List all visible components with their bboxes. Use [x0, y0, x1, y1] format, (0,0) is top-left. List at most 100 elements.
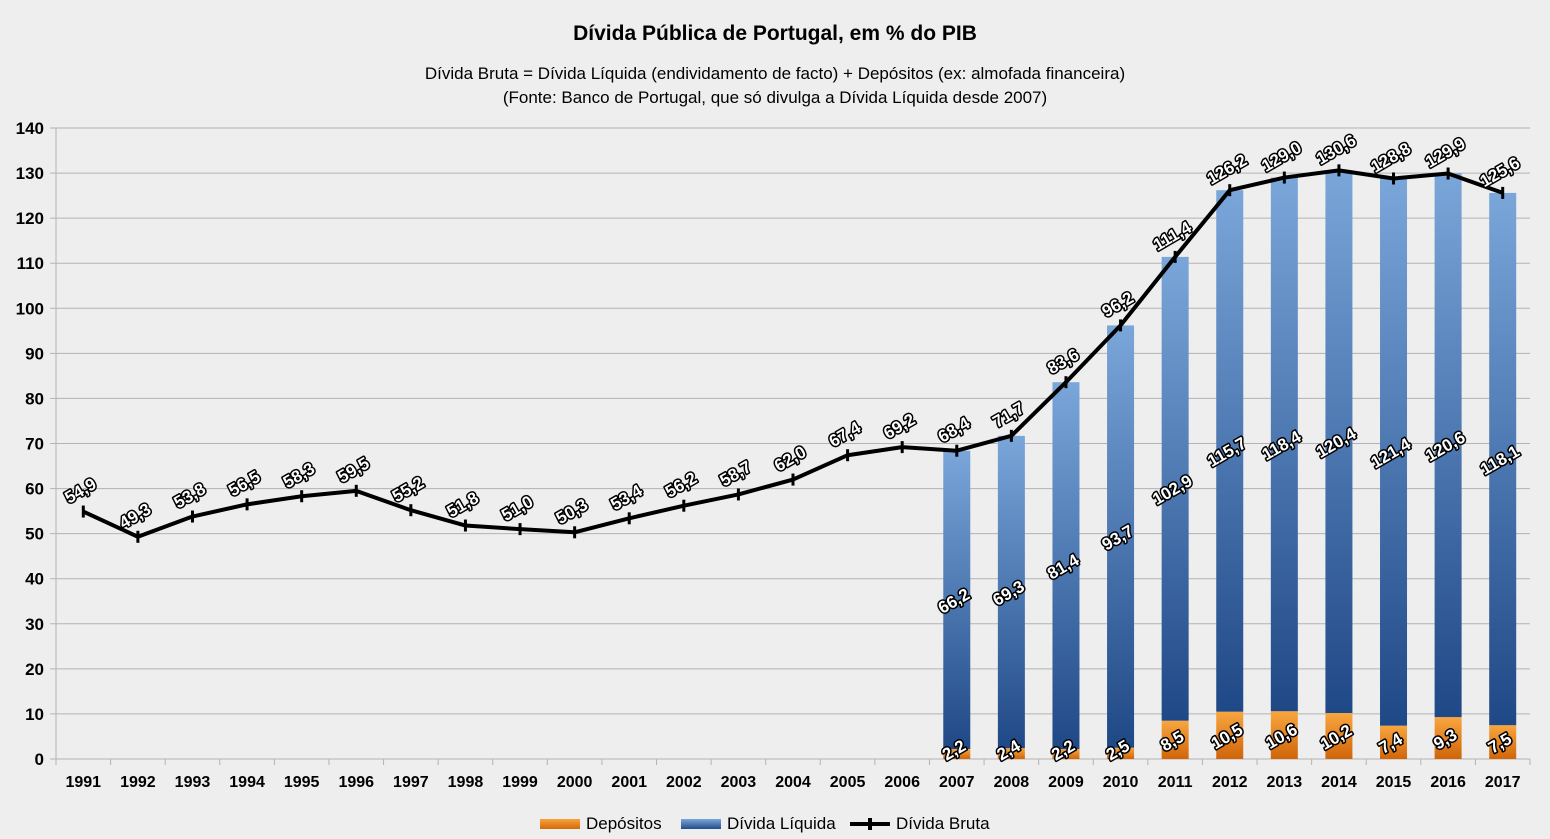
bar-divida-liquida-2012 [1216, 190, 1244, 712]
data-label-divida-bruta-2012: 126,2 [1204, 151, 1250, 189]
xtick-label-1994: 1994 [229, 774, 265, 791]
ytick-label-0: 0 [35, 750, 44, 769]
xtick-label-1991: 1991 [65, 774, 101, 791]
ytick-label-140: 140 [16, 119, 44, 138]
xtick-label-2004: 2004 [775, 774, 811, 791]
bar-divida-liquida-2010 [1107, 325, 1135, 748]
legend-item-divida-liquida: Dívida Líquida [681, 814, 836, 834]
data-label-divida-bruta-1992: 49,3 [116, 500, 154, 533]
bar-divida-liquida-2007 [943, 450, 971, 750]
data-label-divida-bruta-2003: 58,7 [717, 457, 755, 490]
bar-divida-liquida-2015 [1380, 178, 1408, 726]
xtick-label-2010: 2010 [1103, 774, 1139, 791]
bar-depositos-2012 [1216, 711, 1244, 759]
ytick-label-110: 110 [17, 254, 44, 273]
xtick-label-2009: 2009 [1048, 774, 1084, 791]
data-label-divida-bruta-1996: 59,5 [334, 454, 372, 487]
data-label-divida-bruta-2017: 125,6 [1477, 153, 1523, 191]
bar-depositos-2011 [1161, 720, 1189, 759]
bar-divida-liquida-2013 [1270, 177, 1298, 712]
xtick-label-2013: 2013 [1267, 774, 1303, 791]
data-label-divida-bruta-2011: 111,4 [1150, 217, 1195, 254]
data-label-divida-bruta-2013: 129,0 [1258, 138, 1304, 176]
data-label-divida-bruta-1995: 58,3 [280, 459, 318, 492]
data-label-divida-bruta-2007: 68,4 [935, 413, 974, 446]
xtick-label-2002: 2002 [666, 774, 702, 791]
legend-swatch-divida-liquida [681, 819, 721, 829]
xtick-label-1996: 1996 [338, 774, 374, 791]
xtick-label-2017: 2017 [1485, 774, 1521, 791]
ytick-label-70: 70 [25, 435, 44, 454]
data-label-divida-bruta-2014: 130,6 [1313, 131, 1359, 169]
xtick-label-2015: 2015 [1376, 774, 1412, 791]
bar-divida-liquida-2009 [1052, 382, 1080, 750]
legend-label-divida-liquida: Dívida Líquida [727, 814, 836, 833]
ytick-label-100: 100 [16, 299, 44, 318]
legend-swatch-divida-bruta [850, 818, 890, 830]
bar-divida-liquida-2017 [1489, 192, 1517, 726]
xtick-label-2007: 2007 [939, 774, 975, 791]
data-label-divida-bruta-2015: 128,8 [1368, 139, 1414, 177]
data-label-divida-bruta-1997: 55,2 [389, 473, 427, 506]
xtick-label-1997: 1997 [393, 774, 429, 791]
xtick-label-2000: 2000 [557, 774, 593, 791]
xtick-label-2012: 2012 [1212, 774, 1248, 791]
bar-depositos-2007 [943, 749, 971, 759]
bar-depositos-2014 [1325, 713, 1353, 759]
data-label-divida-bruta-2004: 62,0 [771, 442, 809, 475]
xtick-label-1999: 1999 [502, 774, 538, 791]
data-label-divida-bruta-2005: 67,4 [826, 418, 865, 451]
legend-label-depositos: Depósitos [586, 814, 662, 833]
legend-swatch-depositos [540, 819, 580, 829]
ytick-label-60: 60 [25, 480, 44, 499]
xtick-label-2016: 2016 [1430, 774, 1466, 791]
data-label-divida-bruta-2010: 96,2 [1099, 288, 1137, 321]
data-label-divida-bruta-2002: 56,2 [662, 468, 700, 501]
xtick-label-2006: 2006 [884, 774, 920, 791]
xtick-label-1995: 1995 [284, 774, 320, 791]
legend-item-depositos: Depósitos [540, 814, 662, 834]
chart-legend: Depósitos Dívida Líquida Dívida Bruta [0, 814, 1550, 836]
bar-depositos-2008 [997, 748, 1025, 759]
data-label-divida-bruta-1993: 53,8 [171, 479, 209, 512]
bar-depositos-2015 [1380, 725, 1408, 759]
xtick-label-1992: 1992 [120, 774, 156, 791]
data-label-divida-bruta-1991: 54,9 [61, 474, 99, 507]
bar-depositos-2009 [1052, 749, 1080, 759]
data-label-divida-bruta-2000: 50,3 [553, 495, 591, 528]
bar-depositos-2010 [1107, 747, 1135, 759]
legend-item-divida-bruta: Dívida Bruta [850, 814, 990, 834]
chart-subtitle-line-2: (Fonte: Banco de Portugal, que só divulg… [502, 88, 1048, 107]
debt-chart: 0 10 20 30 40 50 60 70 80 90 100 110 120 130 140 1991 19… [16, 119, 1531, 791]
bar-depositos-2017 [1489, 725, 1517, 759]
xtick-label-2003: 2003 [721, 774, 757, 791]
bar-divida-liquida-2011 [1161, 256, 1189, 721]
bar-divida-liquida-2016 [1434, 173, 1462, 718]
xtick-label-1993: 1993 [175, 774, 211, 791]
data-label-divida-bruta-1999: 51,0 [498, 492, 536, 525]
ytick-label-50: 50 [25, 525, 44, 544]
xtick-label-2001: 2001 [611, 774, 647, 791]
chart-subtitle-line-1: Dívida Bruta = Dívida Líquida (endividam… [424, 64, 1126, 83]
ytick-label-130: 130 [16, 164, 44, 183]
xtick-label-1998: 1998 [448, 774, 484, 791]
data-label-divida-bruta-2016: 129,9 [1422, 134, 1468, 172]
xtick-label-2005: 2005 [830, 774, 866, 791]
ytick-label-20: 20 [25, 660, 44, 679]
chart-title: Dívida Pública de Portugal, em % do PIB [573, 22, 977, 45]
xtick-label-2008: 2008 [994, 774, 1030, 791]
data-label-divida-bruta-1994: 56,5 [225, 467, 263, 500]
ytick-label-30: 30 [25, 615, 44, 634]
bar-divida-liquida-2014 [1325, 170, 1353, 714]
legend-label-divida-bruta: Dívida Bruta [896, 814, 990, 833]
ytick-label-80: 80 [25, 389, 44, 408]
data-label-divida-bruta-1998: 51,8 [444, 488, 482, 521]
ytick-label-90: 90 [25, 344, 44, 363]
data-label-divida-bruta-2001: 53,4 [607, 481, 646, 514]
bar-depositos-2013 [1270, 711, 1298, 759]
ytick-label-10: 10 [25, 705, 44, 724]
ytick-label-40: 40 [25, 570, 44, 589]
xtick-label-2011: 2011 [1158, 774, 1193, 791]
bar-divida-liquida-2008 [997, 435, 1025, 749]
ytick-label-120: 120 [16, 209, 44, 228]
